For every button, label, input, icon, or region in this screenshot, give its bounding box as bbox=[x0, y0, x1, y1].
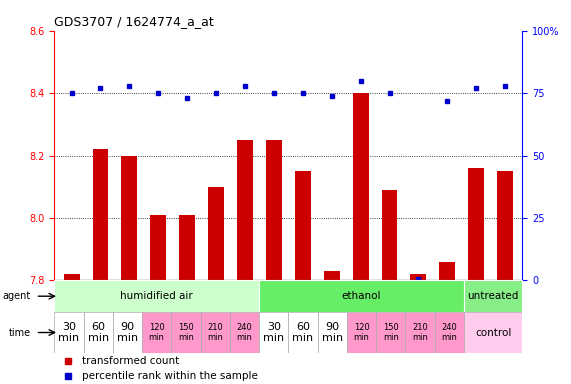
Bar bbox=[288, 312, 317, 353]
Text: 90
min: 90 min bbox=[321, 322, 343, 343]
Bar bbox=[237, 140, 253, 384]
Text: 120
min: 120 min bbox=[148, 323, 164, 342]
Text: 240
min: 240 min bbox=[441, 323, 457, 342]
Bar bbox=[468, 168, 484, 384]
Text: GDS3707 / 1624774_a_at: GDS3707 / 1624774_a_at bbox=[54, 15, 214, 28]
Bar bbox=[376, 312, 405, 353]
Text: 90
min: 90 min bbox=[117, 322, 138, 343]
Bar bbox=[150, 215, 166, 384]
Bar bbox=[54, 280, 259, 312]
Text: 60
min: 60 min bbox=[292, 322, 313, 343]
Bar bbox=[259, 280, 464, 312]
Text: 30
min: 30 min bbox=[263, 322, 284, 343]
Text: 240
min: 240 min bbox=[236, 323, 252, 342]
Text: control: control bbox=[475, 328, 512, 338]
Bar bbox=[93, 149, 108, 384]
Bar bbox=[464, 312, 522, 353]
Bar bbox=[324, 271, 340, 384]
Text: percentile rank within the sample: percentile rank within the sample bbox=[82, 371, 258, 381]
Bar bbox=[411, 274, 427, 384]
Text: 120
min: 120 min bbox=[353, 323, 369, 342]
Bar bbox=[171, 312, 200, 353]
Bar bbox=[54, 312, 83, 353]
Bar bbox=[266, 140, 282, 384]
Bar bbox=[83, 312, 112, 353]
Bar bbox=[142, 312, 171, 353]
Bar bbox=[381, 190, 397, 384]
Bar bbox=[113, 312, 142, 353]
Bar bbox=[208, 187, 224, 384]
Bar bbox=[230, 312, 259, 353]
Text: time: time bbox=[9, 328, 31, 338]
Text: 210
min: 210 min bbox=[207, 323, 223, 342]
Text: 150
min: 150 min bbox=[383, 323, 399, 342]
Text: untreated: untreated bbox=[468, 291, 519, 301]
Bar bbox=[63, 274, 79, 384]
Bar bbox=[435, 312, 464, 353]
Text: 30
min: 30 min bbox=[58, 322, 79, 343]
Bar bbox=[295, 171, 311, 384]
Text: 60
min: 60 min bbox=[87, 322, 108, 343]
Bar bbox=[353, 93, 368, 384]
Bar bbox=[405, 312, 435, 353]
Text: ethanol: ethanol bbox=[342, 291, 381, 301]
Bar bbox=[464, 280, 522, 312]
Text: 150
min: 150 min bbox=[178, 323, 194, 342]
Text: transformed count: transformed count bbox=[82, 356, 180, 366]
Bar bbox=[347, 312, 376, 353]
Bar bbox=[439, 262, 455, 384]
Bar bbox=[179, 215, 195, 384]
Bar bbox=[497, 171, 513, 384]
Text: 210
min: 210 min bbox=[412, 323, 428, 342]
Text: humidified air: humidified air bbox=[120, 291, 193, 301]
Bar bbox=[259, 312, 288, 353]
Bar bbox=[200, 312, 230, 353]
Bar bbox=[122, 156, 138, 384]
Bar bbox=[317, 312, 347, 353]
Text: agent: agent bbox=[3, 291, 31, 301]
